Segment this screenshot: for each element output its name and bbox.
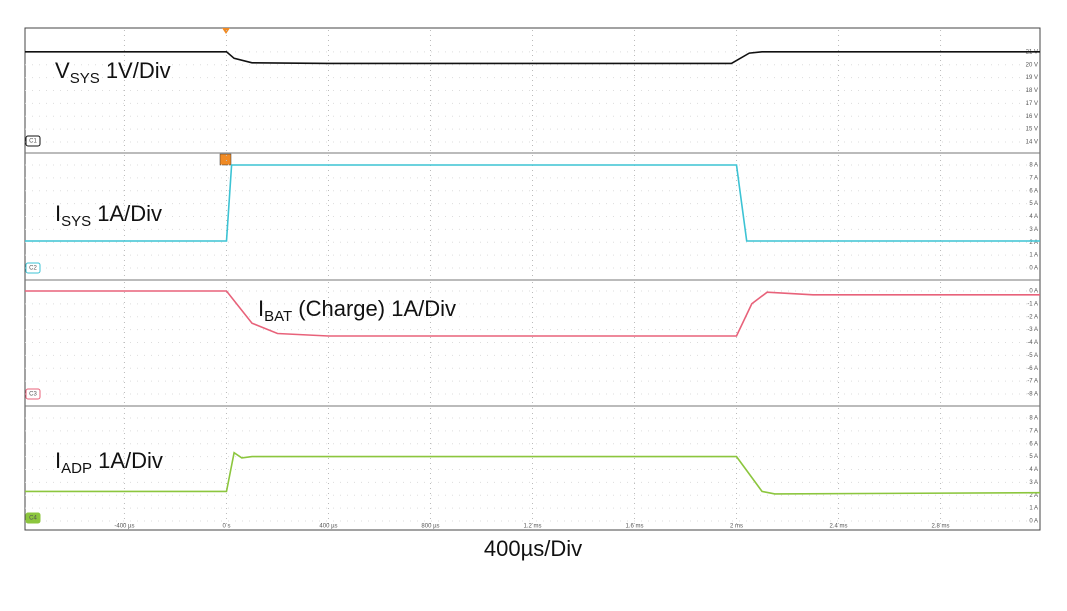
y-tick-label: -5 A [1027,353,1038,359]
x-axis-label: 400µs/Div [484,536,582,561]
x-tick-label: 2.8 ms [932,524,950,530]
y-tick-label: 5 A [1029,201,1038,207]
label-sub: SYS [61,213,91,230]
x-tick-label: 2 ms [730,524,743,530]
channel-label: C3 [29,392,37,398]
label-main: I [258,296,264,321]
channel-label: C2 [29,266,37,272]
trace-label: ISYS 1A/Div [55,201,162,230]
y-tick-label: 2 A [1029,493,1038,499]
y-tick-label: 0 A [1029,519,1038,525]
trace [25,290,1040,337]
y-tick-label: 14 V [1026,140,1038,146]
y-tick-label: 4 A [1029,214,1038,220]
y-tick-label: 3 A [1029,480,1038,486]
trace-label: IBAT (Charge) 1A/Div [258,296,456,325]
y-tick-label: -1 A [1027,301,1038,307]
trace-label: VSYS 1V/Div [55,58,171,87]
label-main: I [55,448,61,473]
x-tick-label: 1.2 ms [523,524,541,530]
x-tick-label: 800 µs [421,524,439,530]
label-main: I [55,201,61,226]
y-tick-label: 3 A [1029,227,1038,233]
channel-label: C1 [29,139,37,145]
y-tick-label: -6 A [1027,366,1038,372]
y-tick-label: 5 A [1029,454,1038,460]
label-rest: (Charge) 1A/Div [292,296,456,321]
label-rest: 1A/Div [91,201,162,226]
y-tick-label: 8 A [1029,416,1038,422]
y-tick-label: 18 V [1026,88,1038,94]
label-sub: SYS [70,70,100,87]
channel-tag [25,135,41,147]
channel-tag [25,262,41,274]
y-tick-label: -3 A [1027,327,1038,333]
label-rest: 1A/Div [92,448,163,473]
y-tick-label: 6 A [1029,441,1038,447]
channel-label: C4 [29,516,37,522]
label-rest: 1V/Div [100,58,171,83]
trigger-box [219,153,232,166]
x-tick-label: 1.6 ms [626,524,644,530]
label-sub: ADP [61,460,92,477]
x-tick-label: 0 s [222,524,230,530]
y-tick-label: -4 A [1027,340,1038,346]
y-tick-label: 19 V [1026,75,1038,81]
y-tick-label: 4 A [1029,467,1038,473]
y-tick-label: 6 A [1029,188,1038,194]
trace [25,164,1040,242]
y-tick-label: 1 A [1029,506,1038,512]
y-tick-label: 0 A [1029,266,1038,272]
y-tick-label: 20 V [1026,62,1038,68]
trace-label: IADP 1A/Div [55,448,163,477]
x-tick-label: -400 µs [114,524,134,530]
y-tick-label: 7 A [1029,428,1038,434]
screen-frame [24,27,1041,531]
trace [25,451,1041,495]
y-tick-label: 0 A [1029,289,1038,295]
y-tick-label: 8 A [1029,163,1038,169]
label-main: V [55,58,70,83]
y-tick-label: 17 V [1026,101,1038,107]
y-tick-label: -8 A [1027,392,1038,398]
x-tick-label: 400 µs [319,524,337,530]
channel-tag [25,388,41,400]
y-tick-label: 1 A [1029,253,1038,259]
y-tick-label: 7 A [1029,175,1038,181]
x-tick-label: 2.4 ms [830,524,848,530]
y-tick-label: 15 V [1026,127,1038,133]
trace [25,50,1040,65]
y-tick-label: -7 A [1027,379,1038,385]
label-sub: BAT [264,308,292,325]
channel-tag [25,512,41,524]
y-tick-label: 2 A [1029,240,1038,246]
y-tick-label: -2 A [1027,314,1038,320]
y-tick-label: 16 V [1026,114,1038,120]
